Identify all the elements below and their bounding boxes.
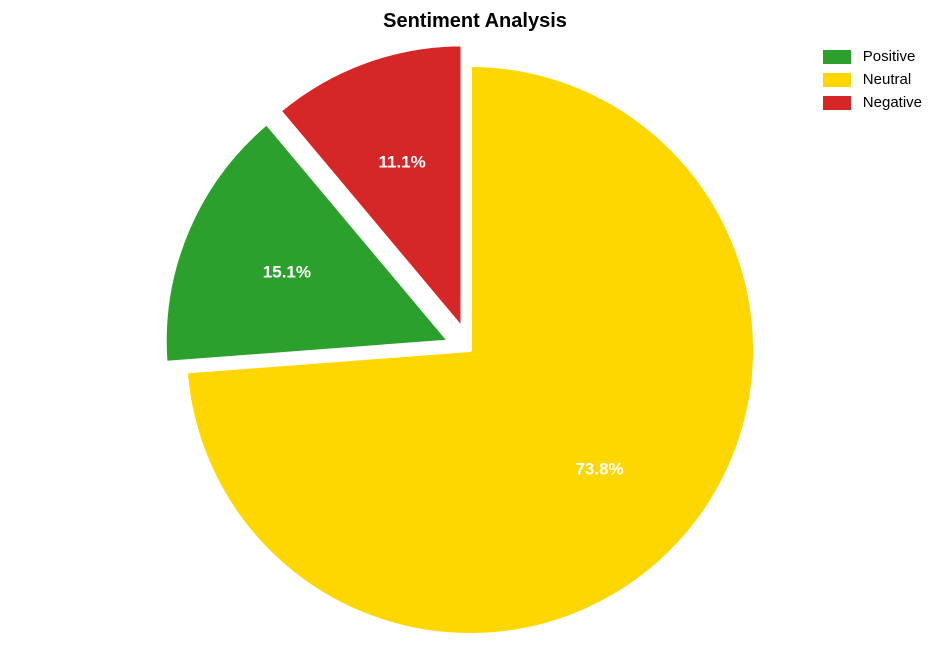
legend-label-positive: Positive [863, 48, 916, 65]
slice-label-positive: 15.1% [263, 262, 311, 281]
legend-swatch-positive [823, 50, 851, 64]
legend-label-neutral: Neutral [863, 71, 911, 88]
slice-label-negative: 11.1% [378, 153, 425, 172]
legend-label-negative: Negative [863, 94, 922, 111]
legend-item-neutral: Neutral [823, 71, 922, 88]
slice-label-neutral: 73.8% [575, 460, 623, 479]
legend-swatch-neutral [823, 73, 851, 87]
pie-chart: 11.1% 15.1% 73.8% [0, 40, 950, 650]
legend-swatch-negative [823, 96, 851, 110]
legend: Positive Neutral Negative [823, 48, 922, 117]
legend-item-negative: Negative [823, 94, 922, 111]
chart-title: Sentiment Analysis [0, 10, 950, 33]
legend-item-positive: Positive [823, 48, 922, 65]
